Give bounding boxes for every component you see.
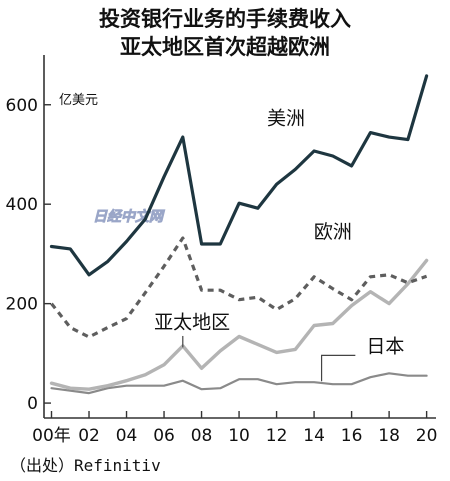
x-tick-label: 14 xyxy=(303,426,325,446)
x-tick-label: 06 xyxy=(153,426,175,446)
source-note: （出处）Refinitiv xyxy=(10,456,161,475)
series-line-3 xyxy=(50,372,428,395)
x-tick-label: 00年 xyxy=(32,426,71,446)
x-ticks: 00年 02 04 06 08 10 12 14 16 18 20 xyxy=(32,411,437,446)
series-label-0: 美洲 xyxy=(267,108,305,130)
y-tick-label: 600 xyxy=(6,96,38,116)
x-tick-label: 10 xyxy=(228,426,250,446)
leader-line-japan xyxy=(320,354,356,382)
x-tick-label: 16 xyxy=(341,426,363,446)
series-line-1 xyxy=(50,236,428,339)
x-tick-label: 02 xyxy=(78,426,100,446)
y-ticks: 0 200 400 600 xyxy=(6,96,51,414)
series-label-2: 亚太地区 xyxy=(154,312,230,334)
chart-title-line-1: 投资银行业务的手续费收入 xyxy=(99,7,351,31)
y-tick-label: 400 xyxy=(6,195,38,215)
x-tick-label: 18 xyxy=(378,426,400,446)
series-line-2 xyxy=(49,258,429,391)
x-tick-label: 04 xyxy=(116,426,138,446)
series-label-1: 欧洲 xyxy=(314,221,352,243)
series-line-0 xyxy=(49,74,429,277)
y-tick-label: 0 xyxy=(27,394,38,414)
x-tick-label: 08 xyxy=(191,426,213,446)
watermark-logo: 日经中文网 xyxy=(93,208,165,225)
y-tick-label: 200 xyxy=(6,295,38,315)
x-tick-label: 12 xyxy=(266,426,288,446)
y-unit-label: 亿美元 xyxy=(59,93,98,108)
x-tick-label: 20 xyxy=(416,426,438,446)
series-lines xyxy=(49,74,429,395)
series-label-3: 日本 xyxy=(366,335,404,357)
chart-title-line-2: 亚太地区首次超越欧洲 xyxy=(120,35,330,59)
